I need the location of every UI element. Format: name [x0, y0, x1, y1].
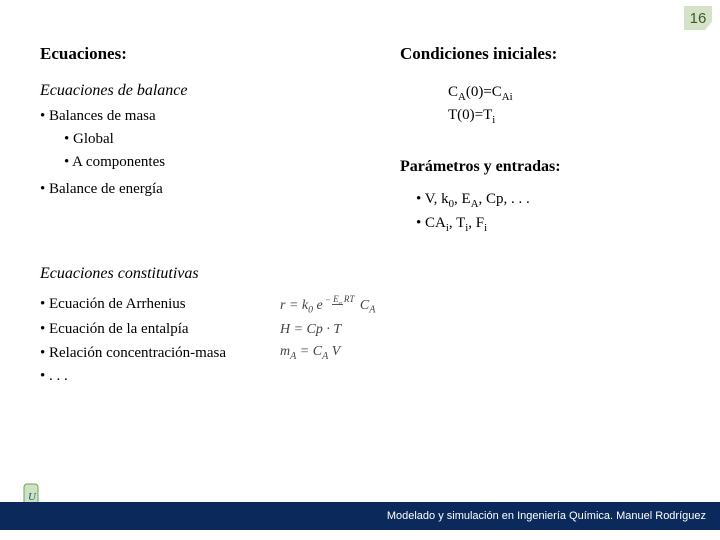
- balance-equations-subtitle: Ecuaciones de balance: [40, 82, 340, 100]
- page-number: 16: [684, 6, 712, 30]
- slide-content: Ecuaciones: Ecuaciones de balance • Bala…: [0, 44, 720, 391]
- relation-label: • Relación concentración-masa: [40, 345, 280, 362]
- energy-balance-item: • Balance de energía: [40, 181, 340, 198]
- arrhenius-formula: r = k0 e −EaRT CA: [280, 295, 375, 316]
- parameters-title: Parámetros y entradas:: [400, 158, 680, 176]
- ellipsis-label: • . . .: [40, 368, 280, 385]
- global-item: • Global: [40, 131, 340, 148]
- enthalpy-label: • Ecuación de la entalpía: [40, 321, 280, 338]
- initial-conditions-title: Condiciones iniciales:: [400, 44, 680, 64]
- constitutive-subtitle: Ecuaciones constitutivas: [40, 265, 680, 283]
- equations-title: Ecuaciones:: [40, 44, 340, 64]
- footer-text: Modelado y simulación en Ingeniería Quím…: [387, 510, 706, 522]
- mass-balances-item: • Balances de masa: [40, 108, 340, 125]
- initial-condition-1: CA(0)=CAi: [448, 82, 680, 105]
- parameters-line-2: • CAi, Ti, Fi: [416, 212, 680, 236]
- ellipsis-row: • . . .: [40, 368, 680, 385]
- components-item: • A componentes: [40, 154, 340, 171]
- enthalpy-formula: H = Cp · T: [280, 322, 341, 338]
- enthalpy-row: • Ecuación de la entalpía H = Cp · T: [40, 321, 680, 338]
- mass-formula: mA = CA V: [280, 344, 340, 362]
- arrhenius-row: • Ecuación de Arrhenius r = k0 e −EaRT C…: [40, 295, 680, 316]
- left-column: Ecuaciones: Ecuaciones de balance • Bala…: [40, 44, 340, 237]
- constitutive-section: Ecuaciones constitutivas • Ecuación de A…: [40, 265, 680, 385]
- initial-condition-2: T(0)=Ti: [448, 105, 680, 128]
- footer-bar: Modelado y simulación en Ingeniería Quím…: [0, 502, 720, 530]
- right-column: Condiciones iniciales: CA(0)=CAi T(0)=Ti…: [380, 44, 680, 237]
- relation-row: • Relación concentración-masa mA = CA V: [40, 344, 680, 362]
- arrhenius-label: • Ecuación de Arrhenius: [40, 296, 280, 313]
- parameters-line-1: • V, k0, EA, Cp, . . .: [416, 188, 680, 212]
